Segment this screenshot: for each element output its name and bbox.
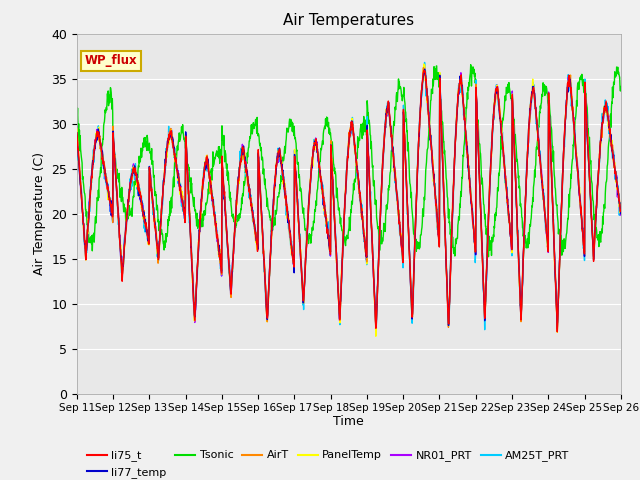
Title: Air Temperatures: Air Temperatures (284, 13, 414, 28)
Text: WP_flux: WP_flux (85, 54, 138, 67)
X-axis label: Time: Time (333, 415, 364, 428)
Y-axis label: Air Temperature (C): Air Temperature (C) (33, 152, 45, 275)
Legend: li75_t, li77_temp, Tsonic, AirT, PanelTemp, NR01_PRT, AM25T_PRT: li75_t, li77_temp, Tsonic, AirT, PanelTe… (83, 446, 574, 480)
